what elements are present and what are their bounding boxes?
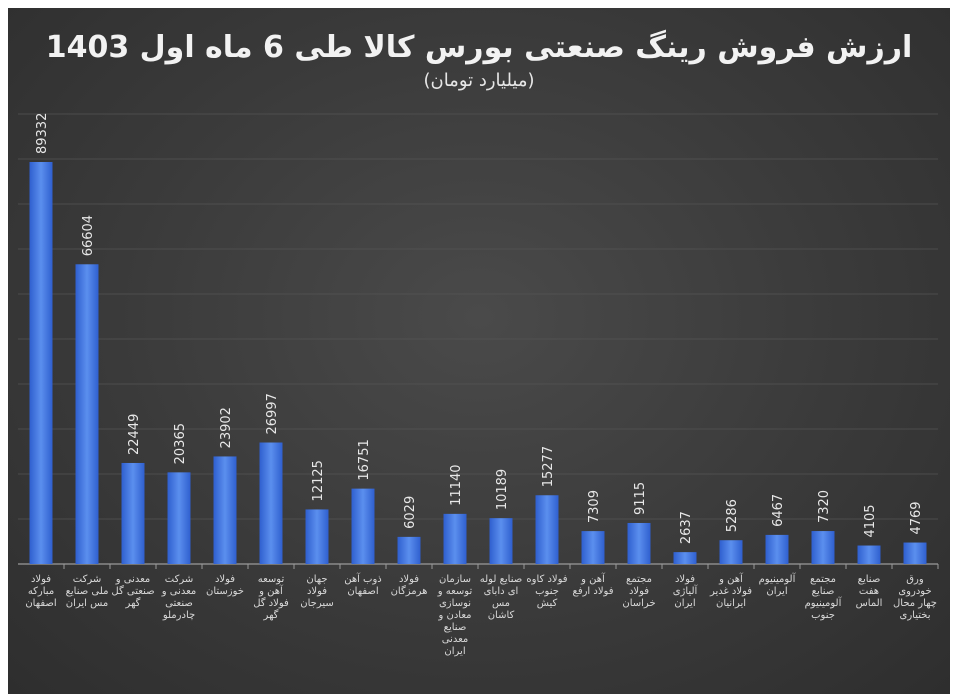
data-label: 89332 (35, 113, 50, 154)
data-label: 22449 (127, 414, 142, 455)
data-label: 20365 (173, 423, 188, 464)
bar (535, 495, 559, 564)
bar (213, 456, 237, 564)
data-label: 6029 (403, 496, 418, 529)
bar (305, 509, 329, 564)
bar (903, 542, 927, 564)
category-label: فولاد مبارکه اصفهان (25, 574, 57, 609)
category-label: سازمان توسعه و نوسازی معادن و صنایع معدن… (437, 574, 473, 657)
data-label: 2637 (679, 511, 694, 544)
data-label: 5286 (725, 499, 740, 532)
bar (259, 442, 283, 564)
category-label: مجتمع صنایع آلومینیوم جنوب (804, 574, 842, 621)
bar (673, 552, 697, 564)
bar (29, 162, 53, 565)
bar (581, 531, 605, 564)
data-label: 26997 (265, 393, 280, 434)
data-label: 4769 (909, 501, 924, 534)
data-label: 12125 (311, 460, 326, 501)
data-label: 15277 (541, 446, 556, 487)
chart-frame: ارزش فروش رینگ صنعتی بورس کالا طی 6 ماه … (8, 8, 950, 694)
bar (811, 531, 835, 564)
category-label: جهان فولاد سیرجان (300, 574, 334, 609)
data-label: 16751 (357, 439, 372, 480)
bar (489, 518, 513, 564)
data-label: 4105 (863, 504, 878, 537)
category-label: آهن و فولاد غدیر ایرانیان (709, 574, 753, 609)
category-label: فولاد کاوه جنوب کیش (526, 574, 568, 609)
bar (121, 462, 145, 564)
category-label: صنایع لوله ای دابای مس کاشان (479, 574, 523, 621)
category-label: توسعه آهن و فولاد گل گهر (253, 574, 289, 621)
data-label: 7309 (587, 490, 602, 523)
data-label: 11140 (449, 465, 464, 506)
category-label: ذوب آهن اصفهان (344, 574, 382, 597)
data-label: 6467 (771, 494, 786, 527)
bar (351, 488, 375, 564)
chart-title: ارزش فروش رینگ صنعتی بورس کالا طی 6 ماه … (45, 30, 913, 65)
bar (719, 540, 743, 564)
bar (167, 472, 191, 564)
data-label: 9115 (633, 482, 648, 515)
category-label: مجتمع فولاد خراسان (622, 574, 656, 609)
bar (627, 522, 651, 564)
category-label: آلومینیوم ایران (758, 574, 796, 597)
data-label: 23902 (219, 407, 234, 448)
data-label: 10189 (495, 469, 510, 510)
bar (397, 536, 421, 564)
bar-chart-plot: 89332 66604 22449 20365 23902 26997 12125 16751… (18, 113, 939, 569)
category-label: فولاد آلیاژی ایران (672, 574, 698, 609)
bar (857, 545, 881, 564)
category-label: معدنی و صنعتی گل گهر (111, 574, 155, 609)
category-label: فولاد خوزستان (206, 574, 244, 597)
category-label: ورق خودروی چهار محال بختیاری (893, 574, 937, 621)
chart-subtitle: (میلیارد تومان) (423, 70, 535, 91)
bar (75, 264, 99, 564)
category-label: فولاد هرمزگان (390, 574, 428, 597)
data-label: 7320 (817, 490, 832, 523)
category-label: شرکت ملی صنایع مس ایران (65, 574, 109, 609)
data-label: 66604 (81, 215, 96, 256)
bar (765, 534, 789, 564)
category-label: صنایع هفت الماس (855, 574, 883, 609)
category-label: شرکت معدنی و صنعتی چادرملو (161, 574, 197, 621)
bar (443, 513, 467, 564)
category-label: آهن و فولاد ارفع (572, 574, 614, 597)
